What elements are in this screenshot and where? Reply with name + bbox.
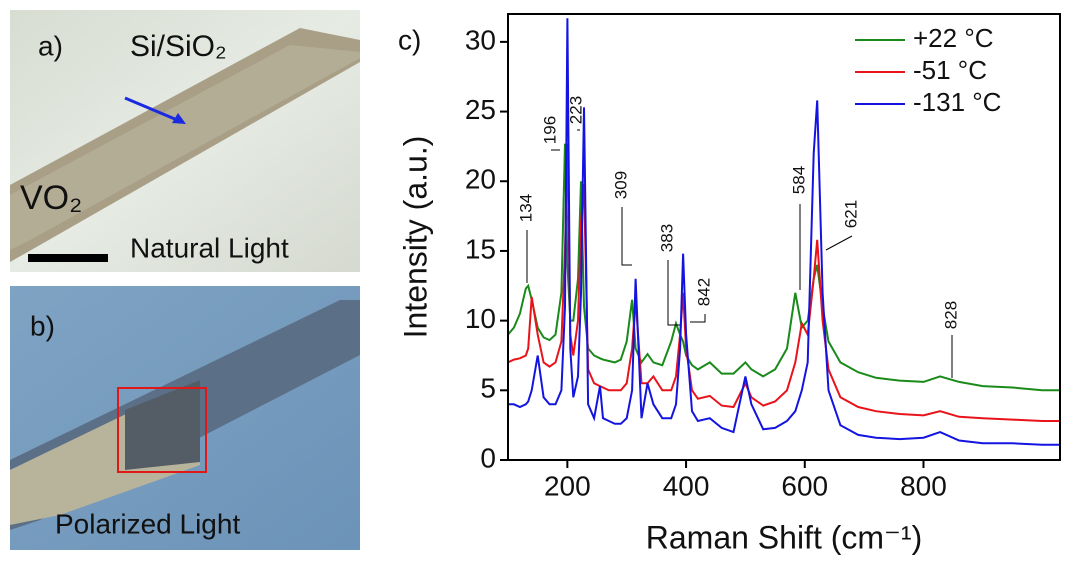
y-tick-label: 15 (465, 233, 496, 264)
legend-label: -131 °C (913, 87, 1001, 117)
legend-label: +22 °C (913, 23, 994, 53)
panel-a: a) Si/SiO₂ VO₂ Natural Light (10, 10, 360, 272)
annotation-leader (826, 236, 852, 250)
annotation-leader (690, 314, 705, 322)
series-line (508, 144, 1060, 391)
y-tick-label: 30 (465, 24, 496, 55)
annotation-leader (668, 260, 680, 325)
peak-annotation: 842 (694, 278, 713, 306)
peak-annotation: 584 (789, 166, 808, 194)
figure: a) Si/SiO₂ VO₂ Natural Light b) Polarize… (0, 0, 1067, 560)
y-tick-label: 5 (480, 373, 496, 404)
peak-annotation: 621 (841, 200, 860, 228)
x-tick-label: 600 (781, 470, 828, 501)
caption: Natural Light (130, 232, 289, 263)
panel-b: b) Polarized Light (10, 286, 360, 550)
panel-label: a) (38, 30, 63, 61)
series-line (508, 144, 1060, 421)
substrate-label: Si/SiO₂ (130, 30, 227, 63)
x-tick-label: 800 (900, 470, 947, 501)
peak-annotation: 223 (566, 96, 585, 124)
y-tick-label: 20 (465, 164, 496, 195)
y-tick-label: 25 (465, 94, 496, 125)
y-tick-label: 0 (480, 442, 496, 473)
peak-annotation: 383 (657, 224, 676, 252)
page: a) Si/SiO₂ VO₂ Natural Light b) Polarize… (0, 0, 1067, 565)
y-tick-label: 10 (465, 303, 496, 334)
scale-bar (28, 254, 108, 262)
x-tick-label: 400 (663, 470, 710, 501)
annotation-leader (622, 207, 632, 265)
x-axis-title: Raman Shift (cm⁻¹) (646, 519, 922, 555)
peak-annotation: 196 (540, 116, 559, 144)
y-axis-title: Intensity (a.u.) (397, 136, 433, 339)
x-tick-label: 200 (544, 470, 591, 501)
peak-annotation: 828 (941, 301, 960, 329)
legend-label: -51 °C (913, 55, 987, 85)
peak-annotation: 134 (516, 194, 535, 222)
panel-label: c) (398, 24, 421, 55)
panel-label: b) (30, 310, 55, 341)
material-label: VO₂ (20, 179, 82, 217)
caption: Polarized Light (55, 508, 240, 539)
peak-annotation: 309 (611, 171, 630, 199)
